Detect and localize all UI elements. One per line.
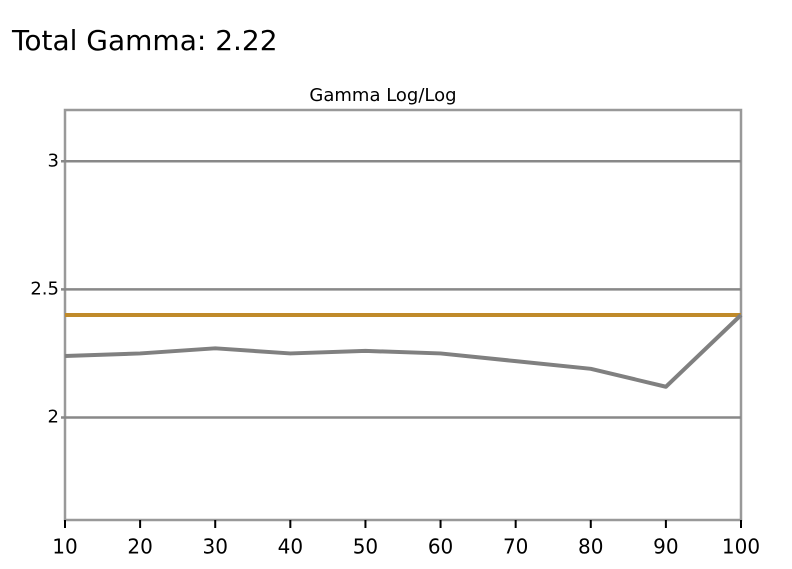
x-tick-label: 30: [202, 535, 227, 559]
chart-title: Gamma Log/Log: [309, 85, 456, 106]
x-tick-label: 10: [52, 535, 77, 559]
x-tick-label: 20: [127, 535, 152, 559]
total-gamma-heading: Total Gamma: 2.22: [11, 24, 278, 57]
x-tick-label: 100: [722, 535, 760, 559]
x-tick-label: 60: [428, 535, 453, 559]
y-tick-label: 3: [48, 150, 59, 171]
y-tick-label: 2.5: [30, 278, 59, 299]
y-tick-label: 2: [48, 407, 59, 428]
x-tick-label: 40: [278, 535, 303, 559]
x-tick-label: 50: [353, 535, 378, 559]
x-tick-label: 90: [653, 535, 678, 559]
data-line: [64, 313, 743, 389]
x-tick-label: 70: [503, 535, 528, 559]
x-tick-label: 80: [578, 535, 603, 559]
